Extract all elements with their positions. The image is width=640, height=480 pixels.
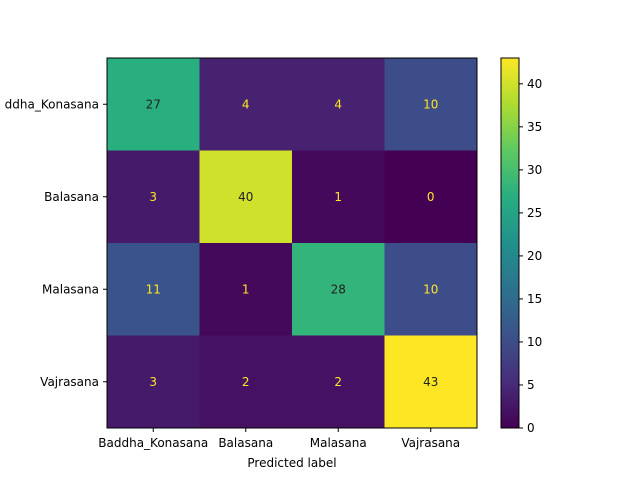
heatmap-cell <box>107 335 200 429</box>
heatmap-cell <box>292 150 385 244</box>
y-tick-label: Malasana <box>42 282 99 296</box>
colorbar <box>500 57 520 429</box>
cell-value-label: 4 <box>334 97 342 111</box>
colorbar-tick-label: 30 <box>527 163 542 177</box>
x-tick-label: Baddha_Konasana <box>98 436 208 450</box>
cell-value-label: 10 <box>423 282 438 296</box>
x-tick-label: Malasana <box>310 436 367 450</box>
colorbar-tick-label: 20 <box>527 249 542 263</box>
cell-value-label: 40 <box>238 190 253 204</box>
colorbar-tick-label: 10 <box>527 335 542 349</box>
cell-value-label: 27 <box>146 97 161 111</box>
heatmap-cell <box>107 58 200 151</box>
cell-value-label: 28 <box>331 282 346 296</box>
plot-frame <box>106 57 478 429</box>
cell-value-label: 4 <box>242 97 250 111</box>
colorbar-tick-label: 40 <box>527 77 542 91</box>
heatmap-cell <box>292 335 385 429</box>
x-tick-label: Balasana <box>218 436 273 450</box>
cell-value-label: 43 <box>423 375 438 389</box>
colorbar-tick-label: 15 <box>527 292 542 306</box>
heatmap-cell <box>384 58 478 151</box>
cell-value-label: 10 <box>423 97 438 111</box>
cell-value-labels: 27 4 4 103 40 1 011 1 28 103 2 2 43 <box>146 97 439 389</box>
colorbar-tick-label: 35 <box>527 120 542 134</box>
heatmap-cell <box>384 243 478 336</box>
heatmap-cell <box>107 150 200 244</box>
cell-value-label: 2 <box>334 375 342 389</box>
heatmap-cell <box>384 335 478 429</box>
y-tick-label: Vajrasana <box>40 375 99 389</box>
heatmap-cell <box>292 58 385 151</box>
colorbar-tick-label: 25 <box>527 206 542 220</box>
cell-value-label: 3 <box>149 375 157 389</box>
cell-value-label: 1 <box>242 282 250 296</box>
heatmap-cell <box>199 243 293 336</box>
heatmap-cell <box>199 335 293 429</box>
x-axis-label: Predicted label <box>247 456 336 470</box>
cell-value-label: 3 <box>149 190 157 204</box>
heatmap-cell <box>199 58 293 151</box>
x-axis-ticks: Baddha_Konasana Balasana Malasana Vajrasana <box>98 428 460 450</box>
cell-value-label: 11 <box>146 282 161 296</box>
cell-value-label: 1 <box>334 190 342 204</box>
heatmap-cell <box>107 243 200 336</box>
colorbar-tick-label: 0 <box>527 421 535 435</box>
colorbar-tick-label: 5 <box>527 378 535 392</box>
y-axis-ticks: ddha_Konasana Balasana Malasana Vajrasana <box>5 97 107 389</box>
heatmap-cells <box>107 58 478 429</box>
y-tick-label: ddha_Konasana <box>5 97 99 111</box>
cell-value-label: 0 <box>427 190 435 204</box>
heatmap-cell <box>199 150 293 244</box>
y-tick-label: Balasana <box>44 190 99 204</box>
colorbar-ticks: 0 5 10 15 20 25 30 35 40 <box>519 77 542 435</box>
cell-value-label: 2 <box>242 375 250 389</box>
heatmap-cell <box>292 243 385 336</box>
x-tick-label: Vajrasana <box>401 436 460 450</box>
heatmap-cell <box>384 150 478 244</box>
